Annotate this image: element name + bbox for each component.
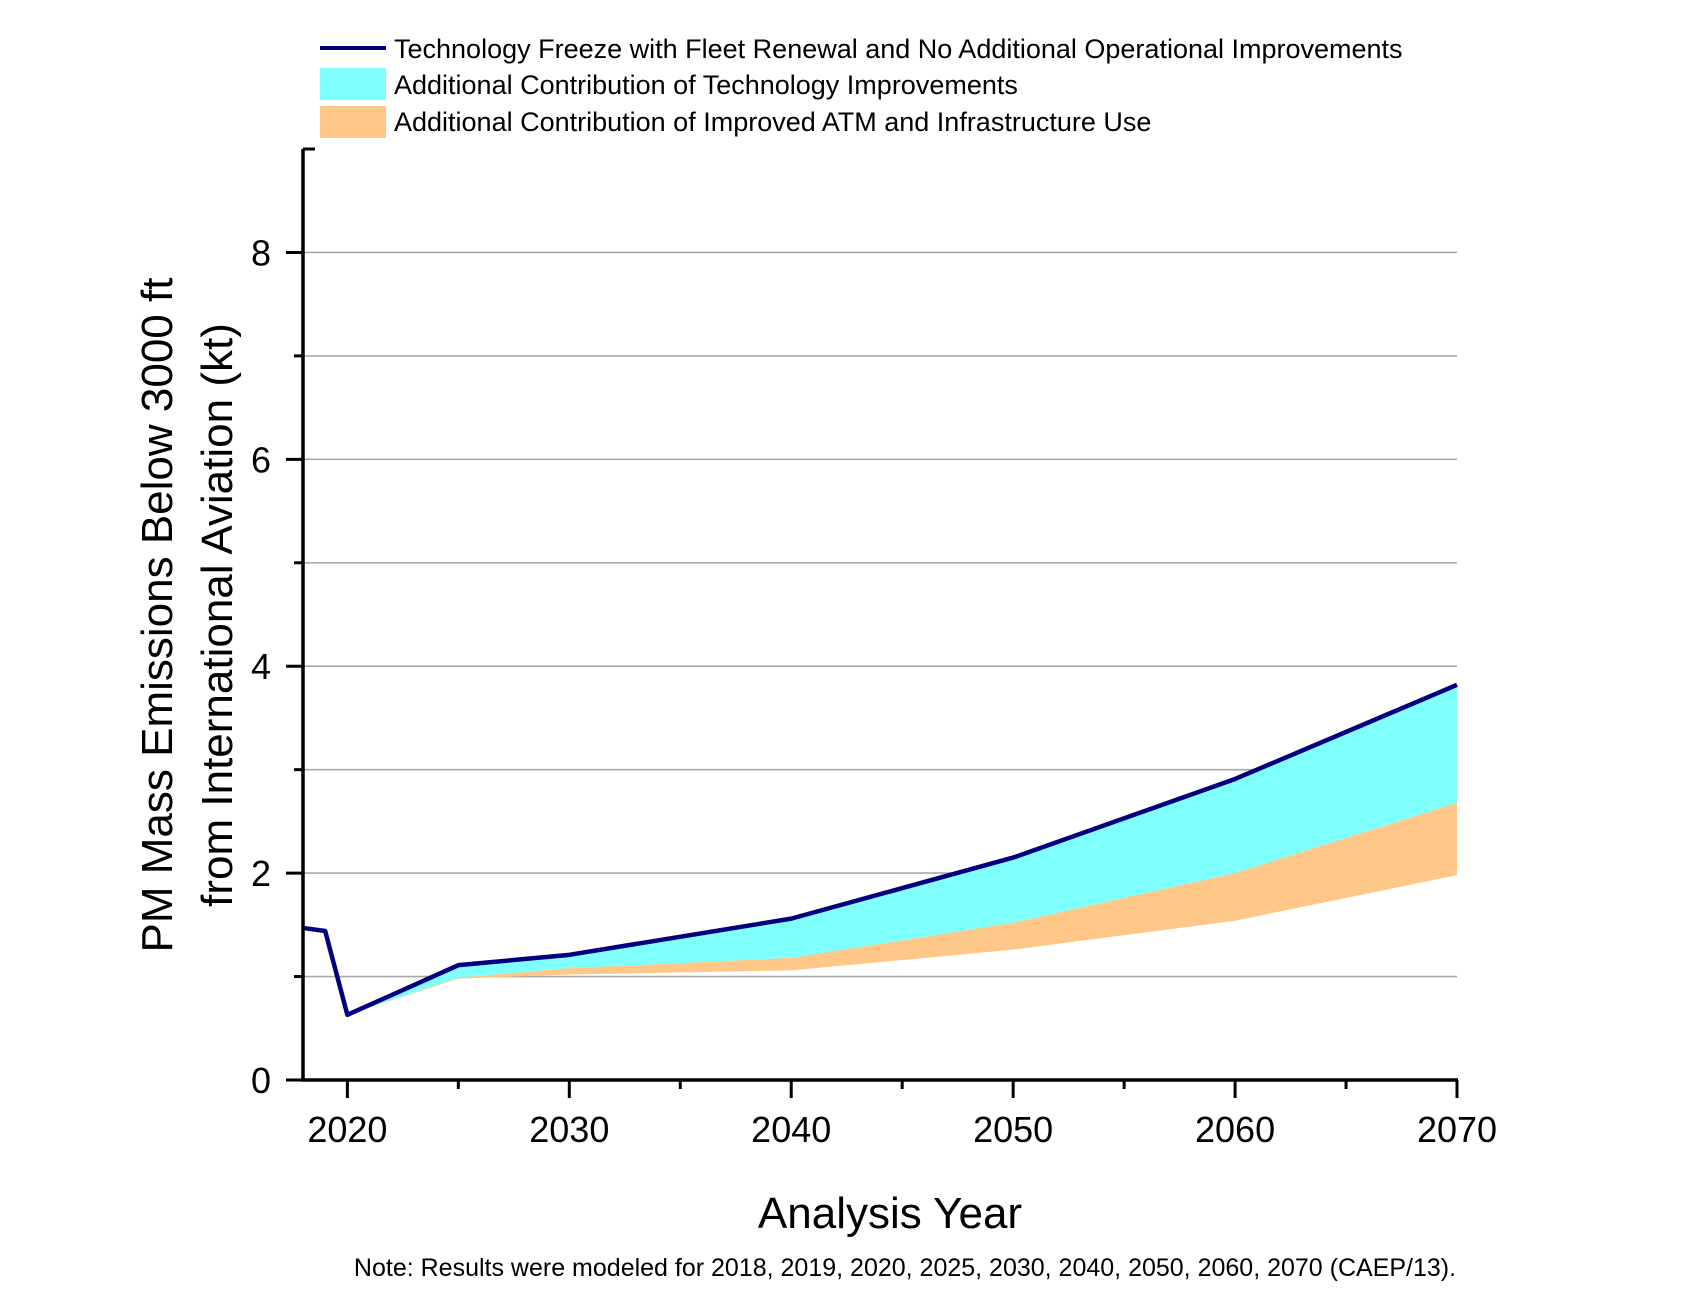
y-tick-label: 4 (251, 646, 271, 687)
y-axis-title-line1: PM Mass Emissions Below 3000 ft (133, 278, 182, 953)
x-tick-label: 2020 (307, 1109, 387, 1150)
y-tick-label: 6 (251, 439, 271, 480)
chart-note: Note: Results were modeled for 2018, 201… (354, 1254, 1456, 1282)
band-technology-improvements (347, 684, 1457, 1015)
data-lines (302, 682, 1458, 1018)
line-technology-freeze (302, 682, 1458, 1018)
legend-label-tech-freeze: Technology Freeze with Fleet Renewal and… (394, 34, 1403, 64)
x-tick-label: 2040 (751, 1109, 831, 1150)
legend-label-atm: Additional Contribution of Improved ATM … (394, 107, 1151, 137)
x-axis-title: Analysis Year (758, 1189, 1022, 1238)
y-tick-label: 2 (251, 853, 271, 894)
x-tick-label: 2070 (1417, 1109, 1497, 1150)
legend-swatch-technology (320, 68, 386, 100)
legend: Technology Freeze with Fleet Renewal and… (320, 34, 1403, 138)
legend-swatch-atm (320, 106, 386, 138)
gridlines (303, 251, 1457, 978)
band-atm-infrastructure (347, 802, 1457, 1015)
x-tick-label: 2060 (1195, 1109, 1275, 1150)
y-tick-label: 0 (251, 1060, 271, 1101)
x-tick-label: 2050 (973, 1109, 1053, 1150)
legend-label-technology: Additional Contribution of Technology Im… (394, 70, 1018, 100)
x-tick-label: 2030 (529, 1109, 609, 1150)
y-tick-label: 8 (251, 232, 271, 273)
tick-labels: 0 2 4 6 8 2020 2030 2040 2050 2060 2070 (251, 232, 1497, 1150)
axes (286, 147, 1459, 1098)
y-axis-title-line2: from International Aviation (kt) (193, 323, 242, 907)
area-bands (347, 684, 1457, 1015)
